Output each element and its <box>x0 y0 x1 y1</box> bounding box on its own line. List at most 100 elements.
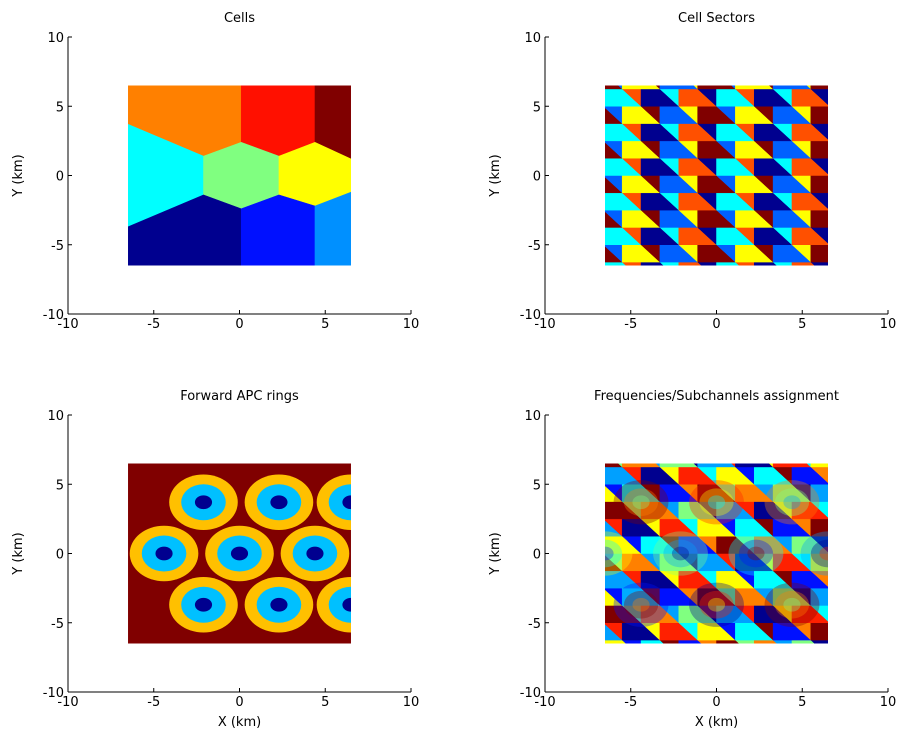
sector-113 <box>547 124 585 159</box>
y-axis-label: Y (km) <box>11 532 26 575</box>
sector-32 <box>566 210 604 245</box>
sector-112 <box>547 502 585 537</box>
sector-160 <box>566 450 604 485</box>
overlay-ring-4-1 <box>663 539 698 568</box>
sector-179 <box>618 85 623 90</box>
sector-79 <box>830 554 868 589</box>
y-tick-label: 10 <box>524 409 541 424</box>
x-tick-label: 0 <box>712 317 720 332</box>
sector-178 <box>605 463 623 468</box>
overlay-ring-7-0 <box>613 582 669 627</box>
cell-center <box>203 141 280 210</box>
x-tick-label: 5 <box>798 695 806 710</box>
sector-16 <box>547 227 585 262</box>
overlay-ring-4-0 <box>653 531 708 576</box>
sector-186 <box>735 85 774 90</box>
apc-ring-4-2 <box>230 546 249 561</box>
sector-174 <box>830 450 868 485</box>
sector-111 <box>830 141 868 176</box>
y-tick-label: 0 <box>56 170 64 185</box>
x-axis-label: X (km) <box>218 715 261 730</box>
sector-64 <box>566 554 604 589</box>
sector-15 <box>830 623 868 658</box>
sector-191 <box>811 432 849 467</box>
x-tick-label: -10 <box>57 695 78 710</box>
y-tick-label: -5 <box>528 617 541 632</box>
x-tick-label: 5 <box>321 695 329 710</box>
sector-184 <box>697 85 737 90</box>
x-tick-label: -10 <box>534 695 555 710</box>
overlay-ring-9-0 <box>764 582 820 627</box>
sector-78 <box>830 554 868 589</box>
sector-185 <box>731 463 736 468</box>
overlay-ring-1-1 <box>699 488 734 517</box>
apc-ring-7-2 <box>270 597 288 612</box>
sector-174 <box>830 72 868 107</box>
sector-176 <box>547 432 585 467</box>
apc-ring-8-2 <box>342 597 351 612</box>
sector-47 <box>830 210 868 245</box>
subplot-3: -10 -5 0 5 10 -10 -5 0 5 10 Forward APC rings Y (km… <box>11 389 419 730</box>
sector-183 <box>693 463 698 468</box>
y-axis-label: Y (km) <box>11 154 26 197</box>
sector-78 <box>830 176 868 211</box>
sector-142 <box>830 106 868 141</box>
sector-180 <box>621 85 661 90</box>
sector-144 <box>547 89 585 124</box>
x-tick-label: 0 <box>712 695 720 710</box>
overlay-ring-7-2 <box>632 597 650 612</box>
sector-80 <box>547 158 585 193</box>
heatmap-image <box>128 85 351 266</box>
overlay-ring-6-0 <box>800 531 828 576</box>
y-tick-label: 10 <box>47 409 64 424</box>
subplot-2: -10 -5 0 5 10 -10 -5 0 5 10 Cell Sectors Y (km) <box>488 11 896 332</box>
sector-48 <box>547 571 585 606</box>
sector-187 <box>768 85 774 90</box>
y-tick-label: -5 <box>51 239 64 254</box>
subplot-title: Forward APC rings <box>180 389 299 404</box>
y-axis-label: Y (km) <box>488 154 503 197</box>
apc-ring-8-1 <box>328 586 351 623</box>
subplot-title: Frequencies/Subchannels assignment <box>594 389 839 404</box>
overlay-ring-2-1 <box>774 488 810 517</box>
x-tick-label: 10 <box>880 317 897 332</box>
x-tick-label: 5 <box>321 317 329 332</box>
overlay-ring-3-0 <box>605 531 633 576</box>
subplot-title: Cell Sectors <box>678 11 755 26</box>
overlay-ring-4-2 <box>671 546 690 561</box>
y-tick-label: 0 <box>56 548 64 563</box>
sector-97 <box>566 519 604 554</box>
x-tick-label: -10 <box>534 317 555 332</box>
y-tick-label: 5 <box>533 100 541 115</box>
sector-64 <box>566 176 604 211</box>
sector-14 <box>830 245 868 280</box>
apc-ring-2-0 <box>316 474 351 530</box>
y-tick-label: -5 <box>51 617 64 632</box>
sector-33 <box>566 210 604 245</box>
sector-46 <box>830 588 868 623</box>
sector-190 <box>810 85 828 90</box>
y-tick-label: -5 <box>528 239 541 254</box>
sector-161 <box>566 72 604 107</box>
sector-175 <box>830 72 868 107</box>
sector-186 <box>735 463 774 468</box>
x-axis-label: X (km) <box>695 715 738 730</box>
heatmap-image <box>547 54 868 280</box>
x-tick-label: -5 <box>147 695 160 710</box>
y-tick-label: 5 <box>56 478 64 493</box>
overlay-ring-8-1 <box>699 590 734 619</box>
overlay-ring-8-2 <box>707 597 726 612</box>
sector-176 <box>547 54 585 89</box>
sector-182 <box>659 463 699 468</box>
sector-16 <box>547 605 585 640</box>
overlay-ring-0-2 <box>632 495 650 510</box>
y-tick-label: -10 <box>520 308 541 323</box>
sector-128 <box>566 484 604 519</box>
sector-48 <box>547 193 585 228</box>
sector-190 <box>810 463 828 468</box>
x-tick-label: -5 <box>624 695 637 710</box>
sector-49 <box>547 193 585 228</box>
y-tick-label: 5 <box>56 100 64 115</box>
sector-129 <box>566 484 604 519</box>
